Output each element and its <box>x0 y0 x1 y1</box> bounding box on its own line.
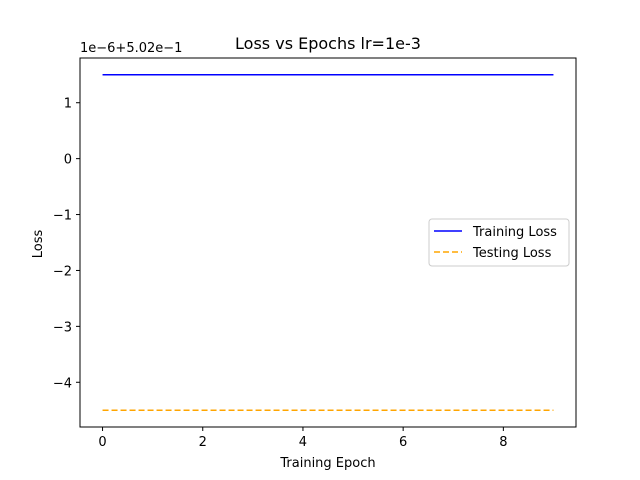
plot-area <box>79 57 577 428</box>
x-tick-label: 8 <box>499 435 507 450</box>
y-tick-label: −2 <box>53 264 72 279</box>
y-tick-label: −1 <box>53 209 72 224</box>
x-axis-label: Training Epoch <box>279 456 375 471</box>
x-tick-label: 2 <box>199 435 207 450</box>
legend-label: Training Loss <box>472 225 557 240</box>
series-layer <box>102 74 554 411</box>
x-tick-label: 6 <box>399 435 407 450</box>
x-tick-label: 4 <box>299 435 307 450</box>
y-tick-label: 1 <box>64 97 72 112</box>
y-tick-label: −4 <box>53 376 72 391</box>
y-axis-label: Loss <box>31 230 46 259</box>
y-axis: 1 0 −1 −2 −3 −4 <box>53 97 80 391</box>
chart-title: Loss vs Epochs lr=1e-3 <box>235 34 421 53</box>
x-tick-label: 0 <box>98 435 106 450</box>
legend: Training Loss Testing Loss <box>428 218 570 267</box>
y-tick-label: −3 <box>53 320 72 335</box>
y-offset-text: 1e−6+5.02e−1 <box>80 41 182 56</box>
legend-box <box>428 218 570 267</box>
y-tick-label: 0 <box>64 153 72 168</box>
plot-frame <box>79 57 577 428</box>
x-axis: 0 2 4 6 8 <box>98 427 507 450</box>
legend-label: Testing Loss <box>472 246 552 261</box>
